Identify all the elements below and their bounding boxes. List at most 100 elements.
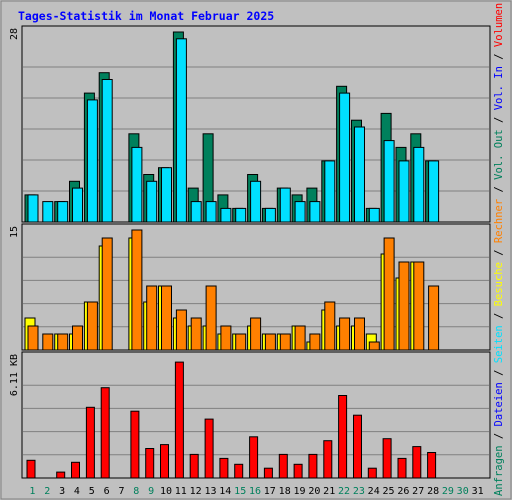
legend-part-1: / xyxy=(493,426,505,445)
day-label-13: 13 xyxy=(204,486,216,497)
panel-kbytes: 6.11 KB xyxy=(9,351,491,479)
bar-rechner-day-27 xyxy=(413,261,425,351)
day-label-8: 8 xyxy=(133,486,139,497)
bar-volumen-day-3 xyxy=(56,471,66,479)
bar-seiten-day-28 xyxy=(428,160,440,223)
day-label-22: 22 xyxy=(338,486,350,497)
bar-seiten-day-10 xyxy=(161,167,172,223)
series-legend: Anfragen / Dateien / Seiten / Besuche / … xyxy=(493,3,505,496)
bar-seiten-day-15 xyxy=(235,207,247,223)
bar-seiten-day-17 xyxy=(264,207,276,223)
bar-rechner-day-14 xyxy=(220,325,232,351)
bar-rechner-day-10 xyxy=(161,285,172,351)
bar-seiten-day-25 xyxy=(383,140,395,223)
legend-part-8: Rechner xyxy=(493,199,505,243)
y-max-label: 28 xyxy=(9,28,20,40)
legend-part-11: / xyxy=(493,110,505,129)
day-label-18: 18 xyxy=(279,486,291,497)
bar-volumen-day-11 xyxy=(174,361,184,479)
bar-volumen-day-17 xyxy=(263,467,273,479)
bar-seiten-day-27 xyxy=(413,146,425,223)
y-max-label: 6.11 KB xyxy=(9,354,20,396)
bar-rechner-day-1 xyxy=(27,325,39,351)
bar-volumen-day-22 xyxy=(338,395,348,479)
bar-seiten-day-2 xyxy=(42,201,54,223)
bar-volumen-day-27 xyxy=(412,446,422,479)
y-max-label: 15 xyxy=(9,226,20,238)
bar-seiten-day-23 xyxy=(354,126,365,223)
bar-volumen-day-24 xyxy=(367,467,377,479)
bar-volumen-day-6 xyxy=(100,387,110,479)
bar-seiten-day-6 xyxy=(101,79,113,223)
bar-rechner-day-8 xyxy=(131,229,143,351)
bar-rechner-day-13 xyxy=(205,285,217,351)
bar-rechner-day-2 xyxy=(42,333,54,351)
bar-rechner-day-4 xyxy=(72,325,83,351)
day-label-29: 29 xyxy=(442,486,454,497)
bar-seiten-day-5 xyxy=(86,99,98,223)
bar-rechner-day-25 xyxy=(383,237,395,351)
legend-part-12: Vol. In xyxy=(493,66,505,110)
bar-volumen-day-28 xyxy=(427,452,437,479)
legend-part-0: Anfragen xyxy=(493,445,505,496)
bar-volumen-day-20 xyxy=(308,453,318,479)
bar-seiten-day-19 xyxy=(294,201,306,223)
bar-rechner-day-12 xyxy=(190,317,202,351)
day-label-26: 26 xyxy=(397,486,409,497)
bar-volumen-day-9 xyxy=(145,448,155,479)
chart-panels: 28 15 6.11 KB xyxy=(9,25,491,479)
day-label-23: 23 xyxy=(353,486,365,497)
bar-seiten-day-1 xyxy=(27,194,39,223)
bar-volumen-day-19 xyxy=(293,463,303,479)
legend-part-14: Volumen xyxy=(493,3,505,47)
bar-seiten-day-21 xyxy=(324,160,336,223)
bar-seiten-day-18 xyxy=(279,187,291,223)
legend-part-2: Dateien xyxy=(493,382,505,426)
bar-rechner-day-9 xyxy=(146,285,158,351)
day-label-17: 17 xyxy=(264,486,276,497)
day-axis-labels: 1 2 3 4 5 6 7 8 9 10 11 12 13 14 15 16 17 18 19 20 21 22 23 24 2… xyxy=(29,486,483,497)
day-label-15: 15 xyxy=(234,486,246,497)
day-label-24: 24 xyxy=(368,486,380,497)
bar-seiten-day-20 xyxy=(309,201,321,223)
bar-rechner-day-11 xyxy=(175,309,187,351)
bar-seiten-day-13 xyxy=(205,201,217,223)
bar-rechner-day-16 xyxy=(250,317,262,351)
day-label-14: 14 xyxy=(219,486,231,497)
bar-volumen-day-21 xyxy=(323,440,333,479)
bar-rechner-day-15 xyxy=(235,333,247,351)
bar-rechner-day-23 xyxy=(354,317,365,351)
bar-seiten-day-8 xyxy=(131,146,143,223)
day-label-20: 20 xyxy=(308,486,320,497)
bar-volumen-day-5 xyxy=(85,406,95,479)
bar-rechner-day-21 xyxy=(324,301,336,351)
bar-volumen-day-16 xyxy=(249,436,259,479)
day-label-5: 5 xyxy=(89,486,95,497)
panel-hits: 28 xyxy=(9,25,491,223)
day-label-4: 4 xyxy=(74,486,80,497)
bar-seiten-day-22 xyxy=(339,92,351,223)
bar-volumen-day-10 xyxy=(160,444,169,479)
bar-volumen-day-8 xyxy=(130,410,140,479)
bar-volumen-day-18 xyxy=(278,453,288,479)
bar-rechner-day-3 xyxy=(57,333,69,351)
bar-seiten-day-11 xyxy=(175,38,187,223)
bar-volumen-day-23 xyxy=(353,414,362,479)
day-label-25: 25 xyxy=(382,486,394,497)
bar-seiten-day-14 xyxy=(220,207,232,223)
legend-part-10: Vol. Out xyxy=(493,129,505,180)
bar-seiten-day-3 xyxy=(57,201,69,223)
legend-part-3: / xyxy=(493,363,505,382)
bar-seiten-day-4 xyxy=(72,187,83,223)
day-label-2: 2 xyxy=(44,486,50,497)
day-label-7: 7 xyxy=(118,486,124,497)
day-label-16: 16 xyxy=(249,486,261,497)
legend-part-7: / xyxy=(493,243,505,262)
legend-part-5: / xyxy=(493,306,505,325)
bar-volumen-day-14 xyxy=(219,457,229,479)
bar-volumen-day-25 xyxy=(382,438,392,479)
legend-part-13: / xyxy=(493,47,505,66)
panel-visits: 15 xyxy=(9,223,491,351)
day-label-19: 19 xyxy=(293,486,305,497)
